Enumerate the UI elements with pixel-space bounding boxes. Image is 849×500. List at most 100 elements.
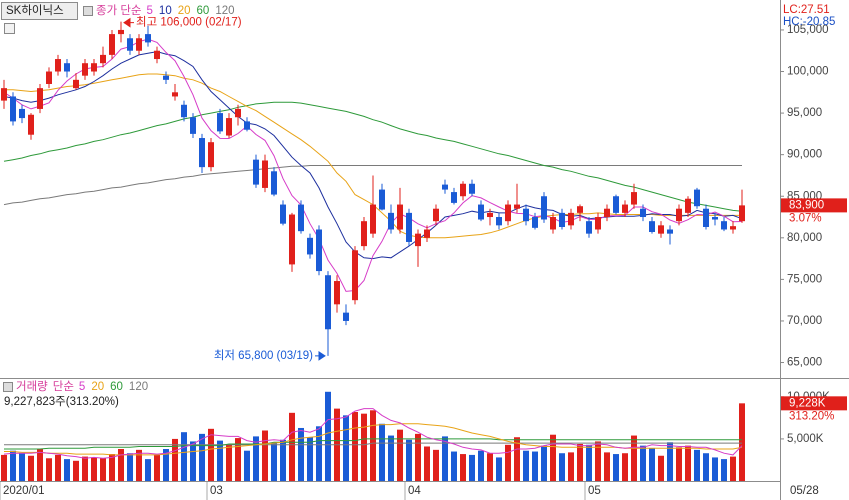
candle-body	[235, 108, 241, 118]
candle-body	[298, 204, 304, 232]
grid-icon[interactable]	[4, 23, 15, 34]
volume-bar	[316, 426, 322, 481]
annotation: 최고 106,000 (02/17)	[136, 16, 242, 29]
indicator: LC:27.51	[783, 4, 830, 16]
volume-bar	[190, 441, 196, 481]
volume-bar	[307, 437, 313, 481]
volume-bar	[343, 415, 349, 481]
candle-body	[145, 34, 151, 43]
candle-body	[577, 206, 583, 213]
annotation-arrow	[123, 17, 134, 28]
settings-icon[interactable]	[83, 6, 93, 16]
y-tick-label: 5,000K	[787, 433, 824, 445]
candle-body	[523, 208, 529, 222]
candle-body	[352, 250, 358, 301]
candle-body	[640, 208, 646, 218]
annotation: 최저 65,800 (03/19)	[214, 349, 313, 362]
candle-body	[1, 88, 7, 101]
volume-bar	[505, 444, 511, 481]
x-tick-label: 04	[408, 485, 421, 497]
volume-bar	[118, 449, 124, 481]
y-tick-label: 95,000	[787, 107, 822, 119]
candle-body	[730, 226, 736, 230]
candle-body	[505, 204, 511, 222]
volume-tag	[781, 396, 847, 411]
legend-label: 60	[197, 5, 210, 17]
candle-body	[343, 312, 349, 321]
candle-body	[109, 34, 115, 55]
candle-body	[667, 229, 673, 234]
candle-body	[622, 204, 628, 213]
y-tick-label: 65,000	[787, 357, 822, 369]
candle-body	[712, 217, 718, 220]
candle-body	[559, 212, 565, 227]
volume-bar	[694, 449, 700, 481]
volume-bar	[136, 449, 142, 481]
candle-body	[739, 205, 745, 222]
volume-bar	[550, 434, 556, 481]
candle-body	[37, 88, 43, 109]
volume-bar	[19, 453, 25, 481]
volume-bar	[415, 433, 421, 481]
candle-body	[91, 63, 97, 72]
price-tag-label: 83,900	[789, 199, 824, 211]
candle-body	[100, 54, 106, 64]
volume-bar	[586, 444, 592, 481]
volume-bar	[226, 444, 232, 481]
volume-bar	[145, 459, 151, 481]
legend-prefix: 거래량	[16, 380, 48, 393]
candle-body	[82, 63, 88, 76]
volume-bar	[28, 455, 34, 481]
legend-label: 10	[159, 5, 172, 17]
volume-bar	[397, 429, 403, 481]
volume-bar	[262, 430, 268, 481]
y-tick-label: 105,000	[787, 24, 829, 36]
volume-bar	[100, 458, 106, 481]
x-end-label: 05/28	[790, 485, 819, 497]
legend-label: 5	[79, 381, 85, 393]
candle-body	[136, 38, 142, 51]
candle-body	[595, 217, 601, 230]
candle-body	[379, 189, 385, 210]
volume-bar	[595, 441, 601, 481]
volume-icon[interactable]	[3, 382, 13, 392]
candle-body	[10, 96, 16, 122]
volume-bar	[64, 459, 70, 481]
volume-bar	[541, 445, 547, 481]
volume-bar	[271, 443, 277, 481]
candle-body	[190, 117, 196, 134]
candle-body	[172, 92, 178, 97]
volume-bar	[703, 453, 709, 481]
candle-body	[442, 184, 448, 190]
ma-line	[3, 165, 742, 206]
x-tick-label: 2020/01	[3, 485, 45, 497]
candle-body	[568, 212, 574, 226]
volume-bar	[253, 436, 259, 481]
volume-bar	[730, 456, 736, 481]
candle-body	[433, 208, 439, 222]
volume-bar	[244, 450, 250, 481]
volume-bar	[478, 450, 484, 481]
volume-bar	[109, 454, 115, 481]
volume-bar	[1, 454, 7, 481]
volume-bar	[514, 437, 520, 481]
volume-bar	[433, 449, 439, 481]
legend-label: 5	[147, 5, 153, 17]
volume-bar	[658, 455, 664, 481]
volume-bar	[460, 454, 466, 481]
volume-bar	[127, 453, 133, 481]
candle-body	[181, 104, 187, 118]
volume-bar	[379, 423, 385, 481]
volume-bar	[622, 453, 628, 481]
candle-body	[262, 160, 268, 188]
candle-body	[361, 221, 367, 247]
candle-body	[64, 63, 70, 72]
price-tag	[781, 198, 847, 213]
volume-bar	[55, 454, 61, 481]
candle-body	[451, 192, 457, 203]
volume-bar	[289, 412, 295, 481]
y-tick-label: 90,000	[787, 149, 822, 161]
symbol-box[interactable]	[1, 2, 78, 20]
candle-body	[280, 204, 286, 224]
candle-body	[217, 113, 223, 132]
